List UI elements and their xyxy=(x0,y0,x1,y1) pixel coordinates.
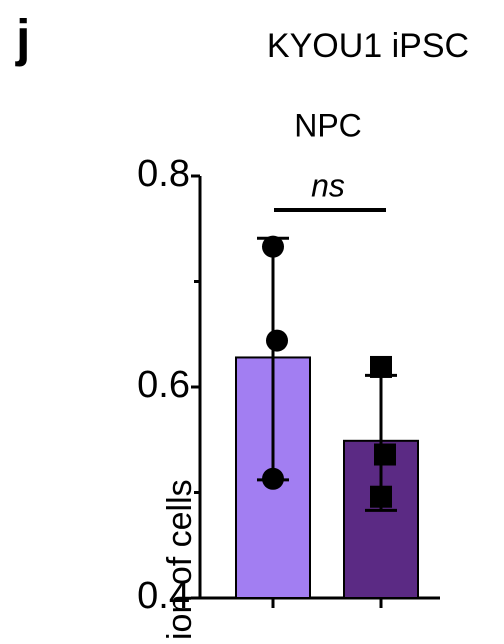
annotation: ns xyxy=(311,167,345,203)
panel-label: j xyxy=(15,10,30,68)
chart-title: KYOU1 iPSC xyxy=(267,27,469,65)
data-point xyxy=(266,329,288,352)
y-axis-label: ion of cells xyxy=(161,479,199,640)
y-tick-label: 0.8 xyxy=(137,153,190,195)
data-point xyxy=(374,443,396,466)
data-point xyxy=(370,355,392,378)
y-tick-label: 0.6 xyxy=(137,364,190,406)
subtitle: NPC xyxy=(294,107,362,143)
y-tick-label: 0.4 xyxy=(137,575,190,617)
